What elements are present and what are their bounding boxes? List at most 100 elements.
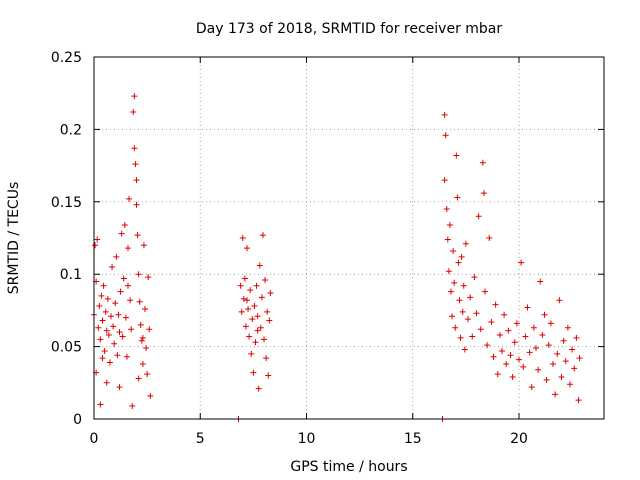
data-point bbox=[116, 329, 123, 336]
data-point bbox=[139, 334, 146, 341]
data-point bbox=[469, 333, 476, 340]
data-point bbox=[461, 346, 468, 353]
data-point bbox=[479, 159, 486, 166]
data-point bbox=[143, 345, 150, 352]
y-tick-label: 0.05 bbox=[51, 340, 82, 356]
data-point bbox=[256, 262, 263, 269]
data-point bbox=[108, 313, 114, 320]
data-point bbox=[264, 308, 271, 315]
data-point bbox=[494, 371, 501, 378]
data-point bbox=[134, 232, 141, 239]
y-tick-label: 0.1 bbox=[60, 267, 82, 283]
y-tick-label: 0.25 bbox=[51, 50, 82, 66]
data-point bbox=[109, 263, 116, 270]
data-point bbox=[482, 288, 488, 295]
y-tick-labels: 0 0.05 0.1 0.15 0.2 0.25 bbox=[51, 50, 82, 428]
data-point bbox=[240, 295, 247, 302]
data-point bbox=[244, 245, 250, 252]
data-point bbox=[113, 253, 120, 260]
data-point bbox=[262, 276, 269, 283]
data-point bbox=[257, 324, 264, 331]
data-point bbox=[503, 360, 510, 367]
data-point bbox=[520, 363, 527, 370]
data-point bbox=[122, 314, 129, 321]
data-point bbox=[448, 288, 454, 295]
data-point bbox=[543, 376, 550, 383]
data-point bbox=[253, 282, 260, 289]
data-point bbox=[125, 282, 131, 289]
data-point bbox=[254, 327, 261, 334]
data-point bbox=[137, 321, 144, 328]
data-point bbox=[95, 324, 102, 331]
data-point bbox=[121, 221, 128, 228]
data-point bbox=[136, 298, 143, 305]
data-point bbox=[125, 245, 131, 252]
data-point bbox=[522, 333, 529, 340]
data-point bbox=[509, 374, 516, 381]
data-point bbox=[547, 320, 554, 327]
data-point bbox=[465, 316, 471, 323]
data-point bbox=[455, 259, 462, 266]
data-point bbox=[94, 236, 101, 243]
data-point bbox=[251, 303, 258, 310]
data-point bbox=[576, 355, 583, 362]
data-point bbox=[573, 334, 580, 341]
data-point bbox=[135, 271, 142, 278]
data-point bbox=[138, 337, 145, 344]
x-tick-label: 10 bbox=[298, 431, 316, 447]
data-point bbox=[451, 279, 458, 286]
data-point bbox=[452, 324, 459, 331]
plot-frame bbox=[93, 56, 605, 420]
data-point bbox=[248, 350, 255, 357]
data-point bbox=[110, 323, 117, 330]
data-point bbox=[496, 332, 503, 339]
data-point bbox=[241, 275, 248, 282]
data-point bbox=[131, 93, 138, 100]
data-point bbox=[526, 349, 533, 356]
grid-lines bbox=[94, 57, 604, 419]
data-point bbox=[571, 365, 578, 372]
chart-title: Day 173 of 2018, SRMTID for receiver mba… bbox=[196, 21, 503, 37]
data-point bbox=[140, 242, 147, 249]
data-point bbox=[115, 311, 122, 318]
data-point bbox=[471, 274, 478, 281]
y-tick-label: 0.2 bbox=[60, 122, 82, 138]
data-point bbox=[104, 295, 111, 302]
data-point bbox=[462, 240, 469, 247]
data-point bbox=[441, 177, 448, 184]
data-point bbox=[516, 356, 522, 363]
data-point bbox=[99, 317, 106, 324]
data-point bbox=[242, 323, 249, 330]
data-point bbox=[144, 371, 151, 378]
data-point bbox=[558, 374, 565, 381]
data-point bbox=[460, 282, 467, 289]
data-point bbox=[92, 242, 99, 249]
y-axis-label: SRMTID / TECUs bbox=[6, 182, 22, 295]
data-point bbox=[249, 316, 256, 323]
data-point bbox=[467, 294, 474, 301]
data-point bbox=[130, 109, 137, 116]
data-point bbox=[492, 301, 499, 308]
data-point bbox=[98, 292, 105, 299]
x-tick-labels: 0 5 10 15 20 bbox=[90, 431, 528, 447]
data-point bbox=[554, 350, 561, 357]
data-point bbox=[112, 300, 119, 307]
data-point bbox=[238, 308, 245, 315]
data-point bbox=[103, 379, 110, 386]
data-point bbox=[237, 282, 244, 289]
data-point bbox=[484, 342, 491, 349]
x-tick-label: 5 bbox=[196, 431, 205, 447]
data-point bbox=[511, 339, 518, 346]
y-tick-label: 0.15 bbox=[51, 195, 82, 211]
data-point bbox=[537, 278, 544, 285]
data-point bbox=[96, 303, 103, 310]
data-point bbox=[261, 336, 267, 343]
x-tick-label: 0 bbox=[90, 431, 99, 447]
data-point bbox=[118, 230, 125, 237]
data-point bbox=[449, 313, 456, 320]
data-point bbox=[259, 232, 266, 239]
data-point bbox=[564, 324, 571, 331]
data-point bbox=[459, 308, 466, 315]
data-point bbox=[255, 385, 262, 392]
